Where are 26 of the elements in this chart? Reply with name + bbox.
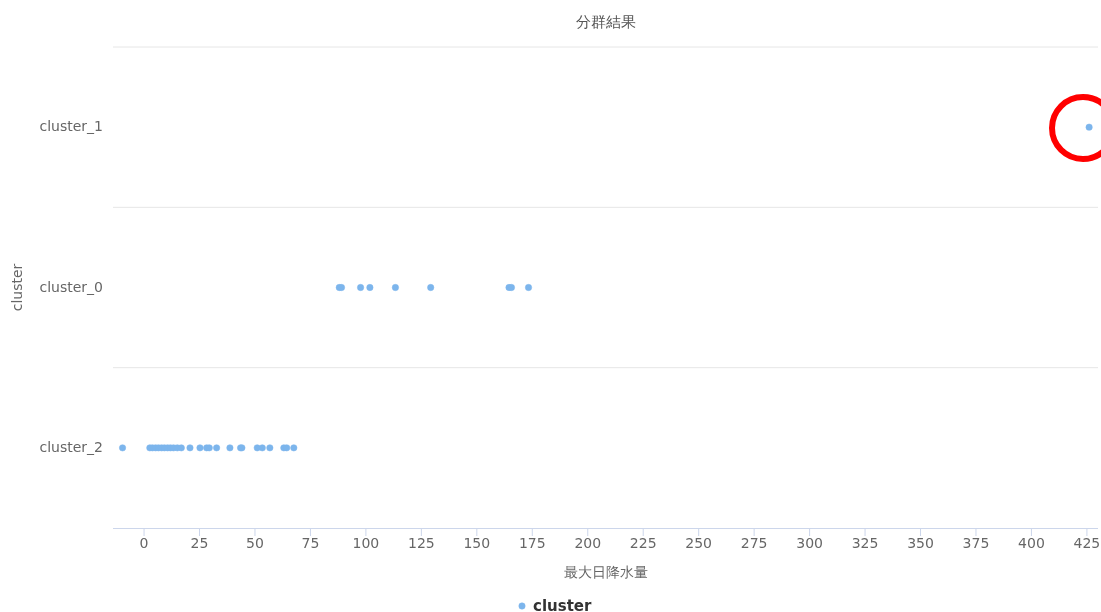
chart-title: 分群結果 <box>575 13 636 31</box>
x-tick-label: 100 <box>352 535 380 551</box>
x-tick-label: 0 <box>139 535 149 551</box>
x-tick-label: 150 <box>463 535 491 551</box>
x-tick-label: 50 <box>246 535 264 551</box>
x-tick-label: 75 <box>301 535 320 551</box>
x-tick-label: 325 <box>851 535 879 551</box>
y-tick-label: cluster_1 <box>39 118 103 135</box>
x-tick-label: 225 <box>629 535 657 551</box>
x-tick-label: 350 <box>907 535 934 551</box>
x-tick-label: 25 <box>190 535 209 551</box>
x-tick-label: 375 <box>962 535 990 551</box>
x-tick-label: 175 <box>518 535 546 551</box>
legend-label: cluster <box>533 597 592 612</box>
x-tick-label: 250 <box>685 535 713 551</box>
x-tick-label: 200 <box>574 535 602 551</box>
y-tick-label: cluster_2 <box>39 438 103 455</box>
y-axis-title: cluster <box>9 263 25 312</box>
x-tick-label: 400 <box>1018 535 1045 551</box>
x-tick-label: 425 <box>1073 535 1101 551</box>
legend: cluster <box>518 597 592 612</box>
x-tick-label: 275 <box>740 535 768 551</box>
y-tick-label: cluster_0 <box>39 278 103 295</box>
x-tick-label: 125 <box>408 535 435 551</box>
x-tick-label: 300 <box>796 535 823 551</box>
x-axis-title: 最大日降水量 <box>563 564 648 580</box>
